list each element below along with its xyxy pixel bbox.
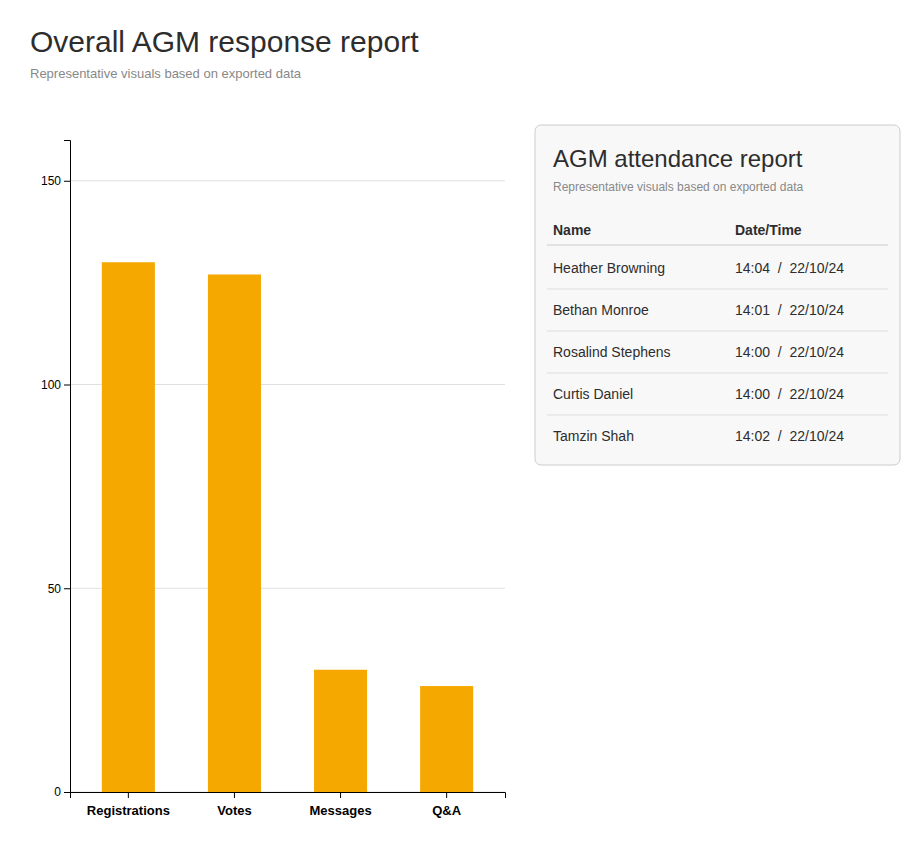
title: Overall AGM response report <box>30 25 419 58</box>
table-header: Name <box>553 222 591 238</box>
table-divider <box>547 373 888 374</box>
x-tick-label: Votes <box>217 803 251 818</box>
y-tick-mark <box>64 792 70 793</box>
y-tick: 0 <box>54 785 70 799</box>
grid <box>70 181 505 792</box>
table-cell: 14:01 / 22/10/24 <box>735 302 844 318</box>
bars <box>102 262 473 792</box>
table-card <box>535 125 900 465</box>
x-tick-mark <box>340 792 341 798</box>
x-tick: Messages <box>309 792 371 818</box>
table-cell: Curtis Daniel <box>553 386 633 402</box>
bar <box>314 670 367 792</box>
table-cell: Rosalind Stephens <box>553 344 671 360</box>
table-cell: Heather Browning <box>553 260 665 276</box>
x-axis: Registrations Votes Messages Q&A <box>71 792 506 818</box>
y-axis: 0 50 100 150 <box>41 141 71 800</box>
table-cell: 14:00 / 22/10/24 <box>735 344 844 360</box>
y-tick-label: 50 <box>48 582 62 596</box>
y-axis-line <box>64 141 71 793</box>
x-tick-mark <box>234 792 235 798</box>
x-tick-label: Registrations <box>87 803 170 818</box>
table-divider <box>547 289 888 290</box>
y-tick-mark <box>64 385 70 386</box>
x-tick: Registrations <box>87 792 170 818</box>
table-cell: 14:00 / 22/10/24 <box>735 386 844 402</box>
table-cell: 14:04 / 22/10/24 <box>735 260 844 276</box>
y-tick-label: 100 <box>41 378 61 392</box>
bar <box>208 274 261 792</box>
x-axis-line <box>71 793 506 799</box>
y-tick: 50 <box>48 582 70 596</box>
x-tick-mark <box>128 792 129 798</box>
table-header: Date/Time <box>735 222 802 238</box>
x-tick: Q&A <box>432 792 462 818</box>
y-tick-mark <box>64 588 70 589</box>
grid-line <box>70 180 505 181</box>
table-subtitle: Representative visuals based on exported… <box>553 180 803 194</box>
table-cell: Bethan Monroe <box>553 302 649 318</box>
x-tick-mark <box>446 792 447 798</box>
subtitle: Representative visuals based on exported… <box>30 66 302 81</box>
y-tick-label: 150 <box>41 174 61 188</box>
y-tick-label: 0 <box>54 785 61 799</box>
table-divider <box>547 331 888 332</box>
table-cell: Tamzin Shah <box>553 428 634 444</box>
bar <box>102 262 155 792</box>
table-cell: 14:02 / 22/10/24 <box>735 428 844 444</box>
y-tick-mark <box>64 181 70 182</box>
attendance-table: AGM attendance report Representative visu… <box>535 125 900 465</box>
table-divider <box>547 415 888 416</box>
bar <box>420 686 473 792</box>
x-tick-label: Q&A <box>432 803 462 818</box>
table-header-rule <box>547 245 888 246</box>
chart: Overall AGM response report Representativ… <box>0 0 919 852</box>
x-tick-label: Messages <box>309 803 371 818</box>
table-title: AGM attendance report <box>553 145 803 172</box>
y-tick: 100 <box>41 378 70 392</box>
x-tick: Votes <box>217 792 251 818</box>
y-tick: 150 <box>41 174 70 188</box>
